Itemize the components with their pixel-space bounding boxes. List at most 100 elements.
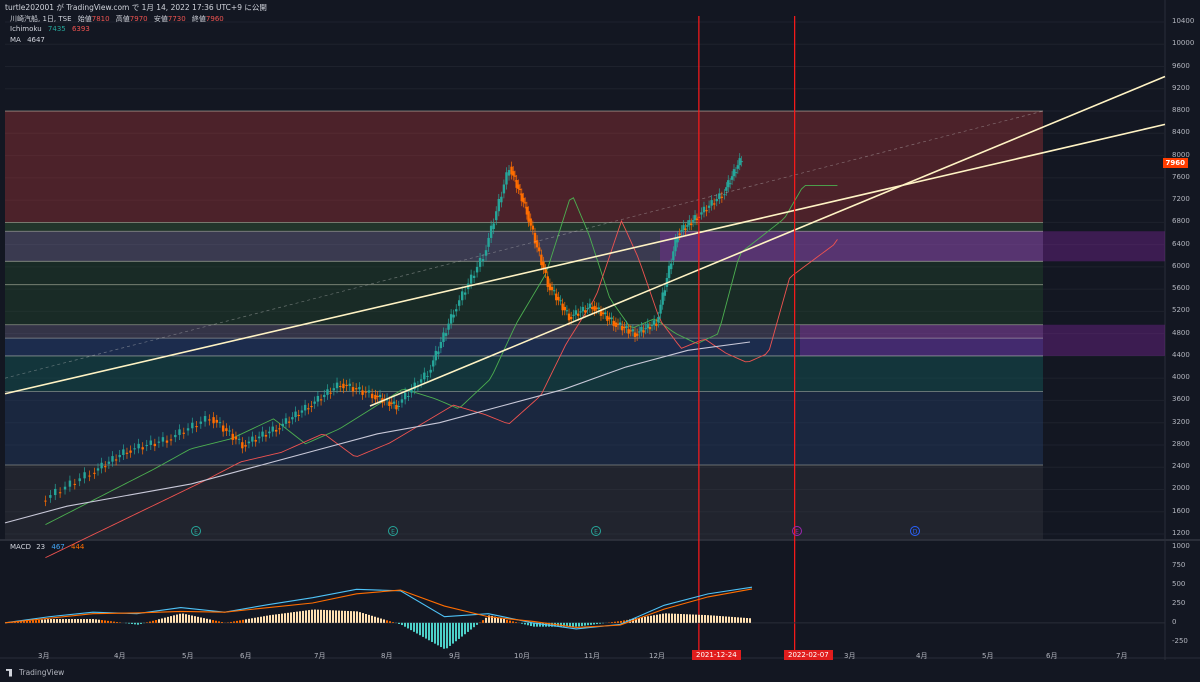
macd-histogram-bar [431, 622, 433, 642]
macd-tick-label: 0 [1172, 617, 1177, 626]
ichimoku-span-b-line [45, 219, 838, 559]
candle-body [122, 449, 125, 455]
candle-body [444, 333, 448, 336]
macd-histogram-bar [746, 618, 748, 623]
macd-histogram-bar [26, 621, 28, 623]
candle-body [489, 225, 493, 238]
macd-histogram-bar [695, 614, 697, 623]
candle-body [693, 215, 697, 221]
candle-body [432, 360, 435, 367]
fib-zone [5, 324, 1043, 339]
price-tick-label: 9600 [1172, 61, 1190, 70]
candle-body [688, 220, 691, 226]
macd-histogram-bar [89, 619, 91, 623]
candle-body [455, 309, 458, 312]
candle-body [740, 161, 743, 163]
event-marker-icon [792, 526, 802, 536]
price-tick-label: 7200 [1172, 195, 1190, 204]
tradingview-footer[interactable]: TradingView [6, 668, 64, 677]
tradingview-brand: TradingView [19, 668, 65, 677]
price-tick-label: 3600 [1172, 395, 1190, 404]
price-tick-label: 5600 [1172, 284, 1190, 293]
candle-body [535, 240, 539, 248]
macd-histogram-bar [110, 621, 112, 623]
macd-histogram-bar [92, 619, 94, 623]
candle-body [161, 437, 165, 442]
macd-histogram-bar [728, 616, 730, 623]
candle-body [313, 401, 316, 404]
price-tick-label: 2400 [1172, 462, 1190, 471]
candle-body [640, 326, 643, 332]
macd-histogram-bar [440, 622, 442, 648]
macd-histogram-bar [647, 616, 649, 623]
macd-histogram-bar [533, 622, 535, 627]
candle-body [316, 395, 320, 402]
macd-histogram-bar [158, 619, 160, 623]
candle-body [268, 431, 271, 434]
ichimoku-legend[interactable]: Ichimoku 7435 6393 [10, 25, 90, 33]
candle-body [684, 228, 687, 231]
macd-histogram-bar [611, 622, 613, 623]
macd-histogram-bar [242, 619, 244, 623]
candle-body [529, 218, 532, 226]
candle-body [705, 210, 708, 212]
trendline-dashed [4, 110, 1044, 379]
macd-histogram-bar [206, 618, 208, 623]
macd-histogram-bar [212, 620, 214, 623]
macd-histogram-bar [668, 613, 670, 623]
candle-body [475, 266, 479, 273]
candle-body [565, 310, 569, 312]
macd-histogram-bar [74, 619, 76, 623]
candle-body [73, 483, 77, 485]
time-tick-label: 10月 [514, 652, 530, 660]
macd-histogram-bar [20, 621, 22, 623]
macd-histogram-bar [95, 619, 97, 623]
macd-histogram-bar [374, 616, 376, 623]
macd-histogram-bar [674, 613, 676, 623]
open-label: 始値 [77, 15, 92, 23]
price-tick-label: 6000 [1172, 261, 1190, 270]
candle-body [215, 419, 218, 423]
candle-body [335, 382, 339, 389]
candle-body [616, 323, 620, 325]
candle-body [525, 206, 529, 215]
candle-body [635, 333, 639, 336]
macd-histogram-bar [506, 619, 508, 623]
candle-body [447, 323, 450, 330]
time-tick-label: 12月 [649, 652, 665, 660]
macd-histogram-bar [305, 610, 307, 623]
macd-histogram-bar [455, 622, 457, 642]
macd-legend[interactable]: MACD 23 467 444 [10, 543, 84, 551]
candle-body [96, 468, 100, 471]
candle-body [392, 401, 396, 404]
macd-histogram-bar [566, 622, 568, 627]
candle-body [274, 429, 278, 432]
candle-body [429, 369, 432, 373]
macd-histogram-bar [359, 612, 361, 623]
macd-histogram-bar [509, 620, 511, 623]
moving-average-line [4, 341, 751, 524]
candle-body [593, 305, 596, 311]
macd-histogram-bar [659, 614, 661, 623]
candle-body [225, 428, 228, 432]
purple-zone [800, 324, 1165, 356]
macd-histogram-bar [473, 622, 475, 628]
fib-zone [5, 111, 1043, 223]
time-tick-label: 7月 [1116, 652, 1128, 660]
candle-body [191, 422, 194, 429]
candle-body [702, 206, 706, 213]
candle-body [463, 292, 467, 295]
candle-body [495, 211, 498, 221]
macd-histogram-bar [617, 621, 619, 623]
macd-histogram-bar [50, 619, 52, 623]
macd-histogram-bar [725, 616, 727, 623]
ma-legend[interactable]: MA 4647 [10, 36, 45, 44]
ichimoku-span-a: 7435 [47, 25, 66, 33]
price-tick-label: 4400 [1172, 350, 1190, 359]
candle-body [515, 180, 518, 188]
macd-histogram-bar [239, 620, 241, 623]
macd-histogram-bar [14, 622, 16, 623]
candle-body [563, 306, 566, 311]
